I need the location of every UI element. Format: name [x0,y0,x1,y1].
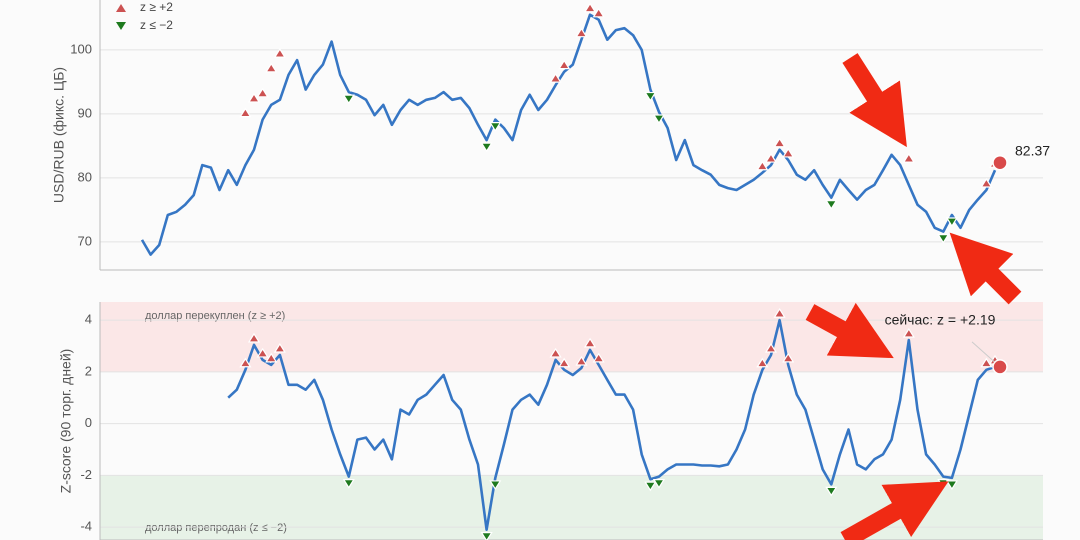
signal-marker [644,481,657,492]
signal-marker [273,342,286,353]
signal-marker [256,87,269,98]
signal-marker [764,342,778,353]
arrow [842,53,907,148]
signal-marker [239,357,252,368]
signal-marker [756,357,769,368]
signal-marker [489,122,502,132]
signal-marker [825,486,838,497]
signal-marker [575,27,588,38]
signal-marker [945,217,959,228]
signal-marker [980,357,993,368]
signal-marker [652,479,666,489]
signal-marker [575,355,588,366]
signal-marker [247,92,261,103]
signal-marker [592,7,605,18]
current-dot [992,359,1008,375]
signal-marker [256,347,269,358]
y-tick-label: 80 [78,169,92,184]
arrow [840,481,949,540]
signal-marker [825,200,838,210]
signal-marker [782,352,795,363]
end-dot [992,154,1008,171]
current-label: сейчас: z = +2.19 [885,312,996,328]
signal-marker [764,152,778,163]
signal-marker [273,48,286,58]
legend-marker [116,22,126,30]
y-tick-label: 0 [85,415,92,430]
legend-label: z ≥ +2 [140,0,173,14]
series-line [140,13,997,256]
y-axis-label: USD/RUB (фикс. ЦБ) [51,67,67,203]
legend-marker [116,4,126,12]
signal-marker [558,59,571,70]
arrow [805,302,894,359]
signal-marker [265,352,278,363]
y-tick-label: -2 [80,467,92,482]
signal-marker [239,107,252,118]
end-label: 82.37 [1015,142,1050,158]
signal-marker [480,142,493,153]
signal-marker [902,327,915,338]
signal-marker [782,147,795,158]
signal-marker [247,332,261,343]
y-axis-label: Z-score (90 торг. дней) [58,349,74,494]
signal-marker [592,352,605,363]
signal-marker [480,532,493,540]
signal-marker [489,480,502,491]
signal-marker [644,91,657,102]
band-label: доллар перепродан (z ≤ −2) [145,522,287,534]
signal-marker [652,114,666,125]
series-line [227,318,996,531]
signal-marker [980,177,993,188]
signal-marker [756,160,769,171]
signal-marker [342,479,355,489]
legend-label: z ≤ −2 [140,18,173,32]
y-tick-label: 2 [85,363,92,378]
arrows [805,53,1022,540]
y-tick-label: 90 [78,105,92,120]
arrow [949,232,1022,305]
signal-marker [558,357,571,368]
signal-marker [549,72,562,83]
signal-marker [773,307,786,318]
signal-marker [937,234,950,244]
band-label: доллар перекуплен (z ≥ +2) [145,310,285,322]
y-tick-label: 70 [78,233,92,248]
signal-marker [549,347,562,358]
signal-marker [945,480,959,491]
y-tick-label: -4 [80,519,92,534]
signal-marker [583,337,597,348]
y-tick-label: 4 [85,312,92,327]
signal-marker [342,94,355,105]
signal-marker [902,152,915,163]
signal-marker [265,62,278,73]
y-tick-label: 100 [70,41,92,56]
signal-marker [773,137,786,148]
signal-marker [583,2,597,13]
